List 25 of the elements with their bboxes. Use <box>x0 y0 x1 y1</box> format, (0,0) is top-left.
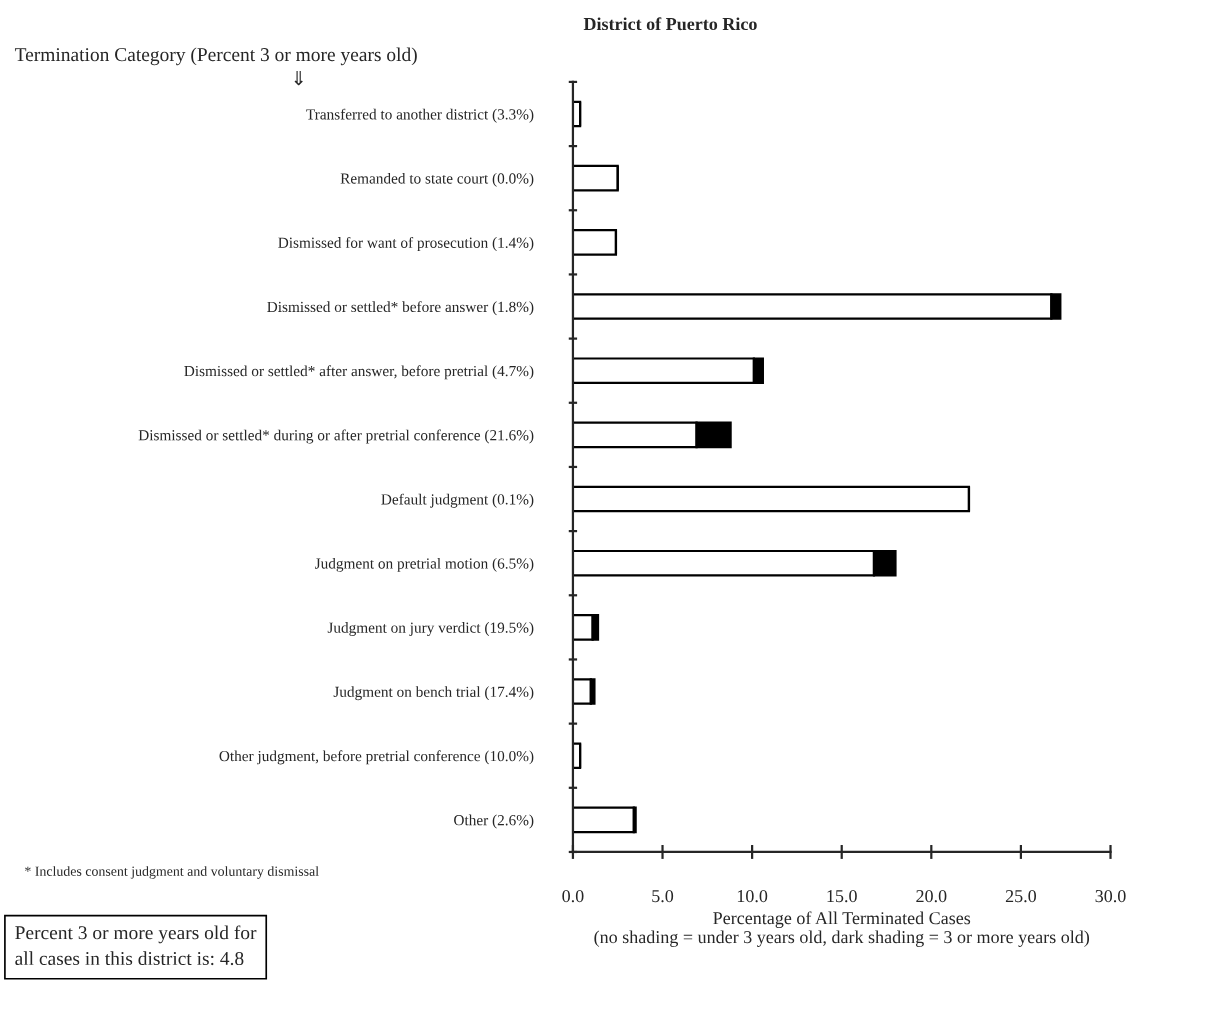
y-tick-label: Other (2.6%) <box>454 814 534 829</box>
y-tick-label: Dismissed for want of prosecution (1.4%) <box>278 236 534 251</box>
y-tick-label: Judgment on pretrial motion (6.5%) <box>315 557 534 572</box>
x-tick-label: 0.0 <box>562 889 584 903</box>
y-tick-label: Default judgment (0.1%) <box>381 493 534 508</box>
x-tick-label: 5.0 <box>652 889 674 903</box>
text: Percent 3 or more years old for all cases in this district is: 4.8 <box>15 925 257 966</box>
chart-title: District of Puerto Rico <box>583 17 757 31</box>
y-tick-label: Remanded to state court (0.0%) <box>340 172 534 187</box>
x-tick-label: 10.0 <box>737 889 768 903</box>
x-tick-label: 25.0 <box>1005 889 1037 903</box>
x-tick-label: 20.0 <box>916 889 947 903</box>
x-axis-title: Percentage of All Terminated Cases (no shading = under 3 years old, dark shading = 3 or more years old) <box>594 911 1090 947</box>
y-tick-label: Transferred to another district (3.3%) <box>306 108 534 123</box>
y-axis-title: Termination Category (Percent 3 or more years old) <box>14 47 417 66</box>
y-tick-label: Judgment on jury verdict (19.5%) <box>327 622 534 636</box>
text: ⇓ <box>294 71 303 86</box>
x-tick-label: 15.0 <box>827 889 857 903</box>
y-tick-label: Dismissed or settled* before answer (1.8%) <box>267 301 534 316</box>
y-tick-label: Judgment on bench trial (17.4%) <box>333 686 534 701</box>
y-tick-label: Dismissed or settled* after answer, before pretrial (4.7%) <box>184 365 534 380</box>
text: * Includes consent judgment and voluntary dismissal <box>25 866 319 879</box>
y-tick-label: Dismissed or settled* during or after pretrial conference (21.6%) <box>138 429 534 444</box>
y-tick-label: Other judgment, before pretrial conference (10.0%) <box>219 750 534 765</box>
x-tick-label: 30.0 <box>1095 889 1126 903</box>
